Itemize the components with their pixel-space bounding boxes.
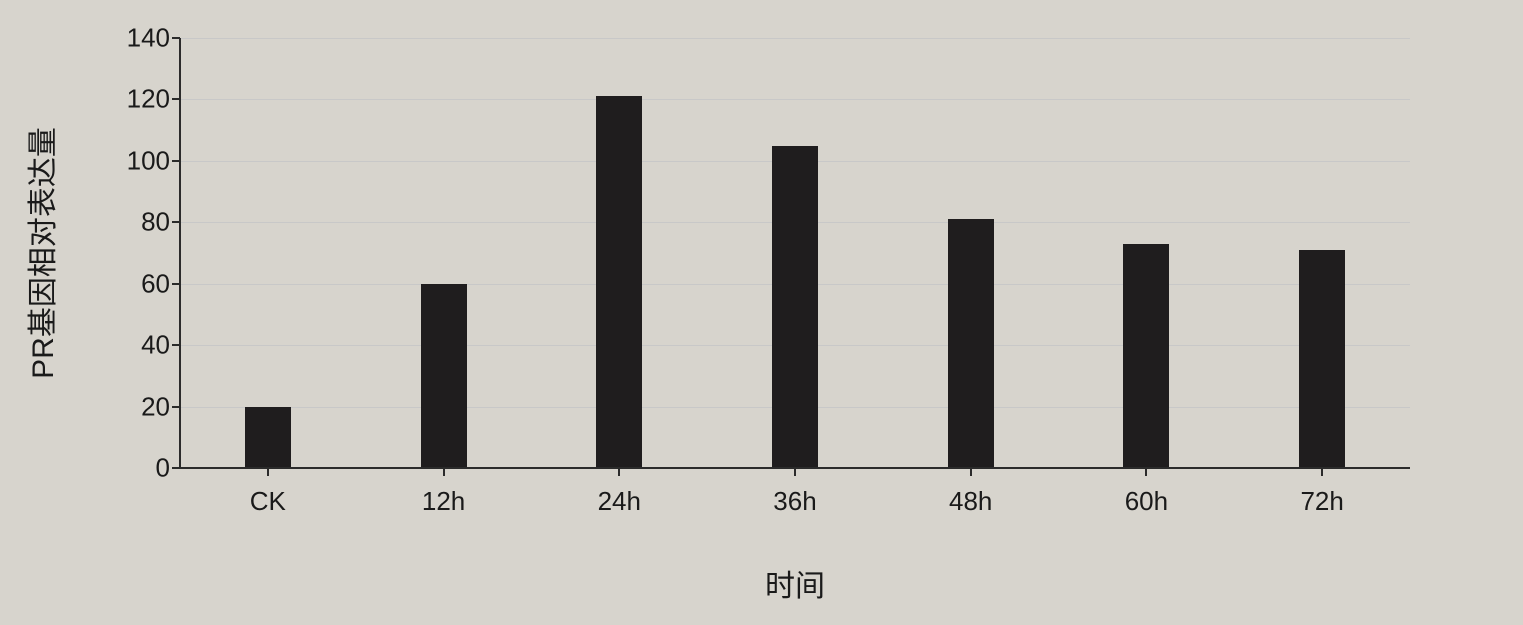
y-tick-label: 120	[127, 84, 180, 115]
x-axis	[180, 467, 1410, 469]
bar	[421, 284, 467, 468]
bar	[772, 146, 818, 469]
bar	[1123, 244, 1169, 468]
gridline	[180, 38, 1410, 39]
y-tick-label: 100	[127, 145, 180, 176]
x-tick-label: 36h	[773, 468, 816, 517]
plot-area: 020406080100120140CK12h24h36h48h60h72h	[180, 38, 1410, 468]
bar	[596, 96, 642, 468]
x-tick-label: 72h	[1300, 468, 1343, 517]
y-tick-label: 40	[141, 330, 180, 361]
bar	[948, 219, 994, 468]
y-axis-title: PR基因相对表达量	[18, 127, 62, 379]
x-tick-label: 12h	[422, 468, 465, 517]
x-axis-title: 时间	[765, 561, 825, 605]
y-tick-label: 140	[127, 23, 180, 54]
y-tick-label: 0	[156, 453, 180, 484]
bar	[1299, 250, 1345, 468]
x-tick-label: 24h	[598, 468, 641, 517]
y-tick-label: 80	[141, 207, 180, 238]
x-tick-label: 60h	[1125, 468, 1168, 517]
x-tick-label: CK	[250, 468, 286, 517]
bar	[245, 407, 291, 468]
y-tick-label: 20	[141, 391, 180, 422]
y-axis	[179, 38, 181, 468]
y-tick-label: 60	[141, 268, 180, 299]
gridline	[180, 99, 1410, 100]
chart-container: PR基因相对表达量 时间 020406080100120140CK12h24h3…	[0, 0, 1523, 625]
x-tick-label: 48h	[949, 468, 992, 517]
